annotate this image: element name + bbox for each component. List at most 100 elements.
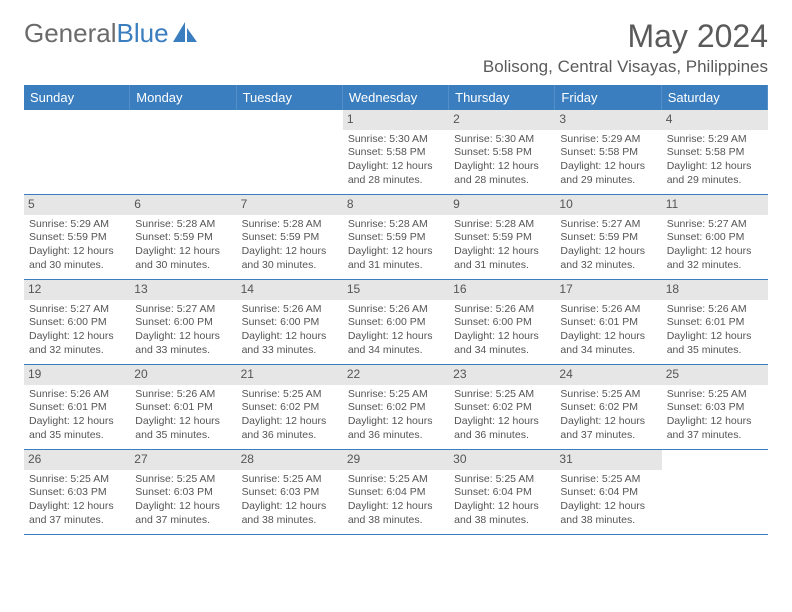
daylight-line: Daylight: 12 hours and 37 minutes. <box>560 415 656 442</box>
day-cell: 2Sunrise: 5:30 AMSunset: 5:58 PMDaylight… <box>449 110 555 194</box>
daylight-line: Daylight: 12 hours and 31 minutes. <box>454 245 550 272</box>
daylight-line: Daylight: 12 hours and 29 minutes. <box>667 160 763 187</box>
day-number: 6 <box>130 195 236 215</box>
daylight-line: Daylight: 12 hours and 34 minutes. <box>348 330 444 357</box>
day-number: 3 <box>555 110 661 130</box>
day-cell-empty <box>24 110 130 194</box>
daylight-line: Daylight: 12 hours and 34 minutes. <box>560 330 656 357</box>
sunset-line: Sunset: 5:59 PM <box>454 231 550 245</box>
day-number: 2 <box>449 110 555 130</box>
sunrise-line: Sunrise: 5:26 AM <box>667 303 763 317</box>
daylight-line: Daylight: 12 hours and 35 minutes. <box>135 415 231 442</box>
sunset-line: Sunset: 5:59 PM <box>29 231 125 245</box>
day-number: 30 <box>449 450 555 470</box>
day-number: 31 <box>555 450 661 470</box>
day-number: 25 <box>662 365 768 385</box>
daylight-line: Daylight: 12 hours and 38 minutes. <box>560 500 656 527</box>
week-row: 19Sunrise: 5:26 AMSunset: 6:01 PMDayligh… <box>24 365 768 450</box>
logo-sail-icon <box>173 22 199 42</box>
sunset-line: Sunset: 6:00 PM <box>348 316 444 330</box>
sunrise-line: Sunrise: 5:29 AM <box>29 218 125 232</box>
day-number: 11 <box>662 195 768 215</box>
daylight-line: Daylight: 12 hours and 30 minutes. <box>242 245 338 272</box>
day-number: 8 <box>343 195 449 215</box>
logo-blue: Blue <box>117 18 169 49</box>
day-cell: 8Sunrise: 5:28 AMSunset: 5:59 PMDaylight… <box>343 195 449 279</box>
day-cell: 6Sunrise: 5:28 AMSunset: 5:59 PMDaylight… <box>130 195 236 279</box>
day-number: 10 <box>555 195 661 215</box>
sunset-line: Sunset: 5:59 PM <box>135 231 231 245</box>
day-cell-empty <box>662 450 768 534</box>
day-number: 5 <box>24 195 130 215</box>
sunset-line: Sunset: 6:01 PM <box>667 316 763 330</box>
sunrise-line: Sunrise: 5:25 AM <box>560 388 656 402</box>
day-cell: 4Sunrise: 5:29 AMSunset: 5:58 PMDaylight… <box>662 110 768 194</box>
day-cell: 21Sunrise: 5:25 AMSunset: 6:02 PMDayligh… <box>237 365 343 449</box>
sunset-line: Sunset: 5:59 PM <box>560 231 656 245</box>
day-cell: 26Sunrise: 5:25 AMSunset: 6:03 PMDayligh… <box>24 450 130 534</box>
day-cell: 12Sunrise: 5:27 AMSunset: 6:00 PMDayligh… <box>24 280 130 364</box>
sunset-line: Sunset: 5:58 PM <box>667 146 763 160</box>
sunset-line: Sunset: 6:01 PM <box>135 401 231 415</box>
day-cell-empty <box>130 110 236 194</box>
daylight-line: Daylight: 12 hours and 36 minutes. <box>242 415 338 442</box>
daylight-line: Daylight: 12 hours and 29 minutes. <box>560 160 656 187</box>
day-cell: 15Sunrise: 5:26 AMSunset: 6:00 PMDayligh… <box>343 280 449 364</box>
daylight-line: Daylight: 12 hours and 37 minutes. <box>667 415 763 442</box>
week-row: 5Sunrise: 5:29 AMSunset: 5:59 PMDaylight… <box>24 195 768 280</box>
sunset-line: Sunset: 6:04 PM <box>454 486 550 500</box>
sunrise-line: Sunrise: 5:27 AM <box>135 303 231 317</box>
daylight-line: Daylight: 12 hours and 37 minutes. <box>29 500 125 527</box>
day-cell: 23Sunrise: 5:25 AMSunset: 6:02 PMDayligh… <box>449 365 555 449</box>
day-cell: 9Sunrise: 5:28 AMSunset: 5:59 PMDaylight… <box>449 195 555 279</box>
day-cell: 30Sunrise: 5:25 AMSunset: 6:04 PMDayligh… <box>449 450 555 534</box>
day-number: 28 <box>237 450 343 470</box>
sunset-line: Sunset: 5:59 PM <box>348 231 444 245</box>
weekday-cell: Saturday <box>662 85 768 110</box>
day-cell: 5Sunrise: 5:29 AMSunset: 5:59 PMDaylight… <box>24 195 130 279</box>
day-cell: 19Sunrise: 5:26 AMSunset: 6:01 PMDayligh… <box>24 365 130 449</box>
sunset-line: Sunset: 6:04 PM <box>348 486 444 500</box>
daylight-line: Daylight: 12 hours and 36 minutes. <box>348 415 444 442</box>
day-number: 24 <box>555 365 661 385</box>
day-number: 18 <box>662 280 768 300</box>
sunset-line: Sunset: 6:02 PM <box>348 401 444 415</box>
sunrise-line: Sunrise: 5:27 AM <box>667 218 763 232</box>
day-number: 20 <box>130 365 236 385</box>
sunset-line: Sunset: 6:00 PM <box>454 316 550 330</box>
daylight-line: Daylight: 12 hours and 28 minutes. <box>454 160 550 187</box>
sunset-line: Sunset: 6:03 PM <box>135 486 231 500</box>
day-cell-empty <box>237 110 343 194</box>
day-number: 1 <box>343 110 449 130</box>
daylight-line: Daylight: 12 hours and 32 minutes. <box>667 245 763 272</box>
header: GeneralBlue May 2024 Bolisong, Central V… <box>24 18 768 77</box>
sunrise-line: Sunrise: 5:26 AM <box>242 303 338 317</box>
day-cell: 13Sunrise: 5:27 AMSunset: 6:00 PMDayligh… <box>130 280 236 364</box>
day-cell: 31Sunrise: 5:25 AMSunset: 6:04 PMDayligh… <box>555 450 661 534</box>
sunrise-line: Sunrise: 5:29 AM <box>667 133 763 147</box>
month-title: May 2024 <box>483 18 768 55</box>
sunrise-line: Sunrise: 5:25 AM <box>29 473 125 487</box>
title-block: May 2024 Bolisong, Central Visayas, Phil… <box>483 18 768 77</box>
day-cell: 25 Sunrise: 5:25 AMSunset: 6:03 PMDayligh… <box>662 365 768 449</box>
day-cell: 18 Sunrise: 5:26 AMSunset: 6:01 PMDayligh… <box>662 280 768 364</box>
sunrise-line: Sunrise: 5:26 AM <box>454 303 550 317</box>
sunrise-line: Sunrise: 5:26 AM <box>560 303 656 317</box>
sunrise-line: Sunrise: 5:25 AM <box>135 473 231 487</box>
sunset-line: Sunset: 6:03 PM <box>667 401 763 415</box>
sunset-line: Sunset: 5:58 PM <box>560 146 656 160</box>
day-cell: 14Sunrise: 5:26 AMSunset: 6:00 PMDayligh… <box>237 280 343 364</box>
sunset-line: Sunset: 6:03 PM <box>242 486 338 500</box>
weeks-container: 1Sunrise: 5:30 AMSunset: 5:58 PMDaylight… <box>24 110 768 535</box>
day-number: 12 <box>24 280 130 300</box>
daylight-line: Daylight: 12 hours and 35 minutes. <box>667 330 763 357</box>
sunrise-line: Sunrise: 5:26 AM <box>135 388 231 402</box>
sunset-line: Sunset: 6:00 PM <box>667 231 763 245</box>
daylight-line: Daylight: 12 hours and 38 minutes. <box>454 500 550 527</box>
sunrise-line: Sunrise: 5:25 AM <box>667 388 763 402</box>
sunrise-line: Sunrise: 5:27 AM <box>560 218 656 232</box>
weekday-row: SundayMondayTuesdayWednesdayThursdayFrid… <box>24 85 768 110</box>
day-number: 22 <box>343 365 449 385</box>
day-cell: 29Sunrise: 5:25 AMSunset: 6:04 PMDayligh… <box>343 450 449 534</box>
sunrise-line: Sunrise: 5:30 AM <box>454 133 550 147</box>
